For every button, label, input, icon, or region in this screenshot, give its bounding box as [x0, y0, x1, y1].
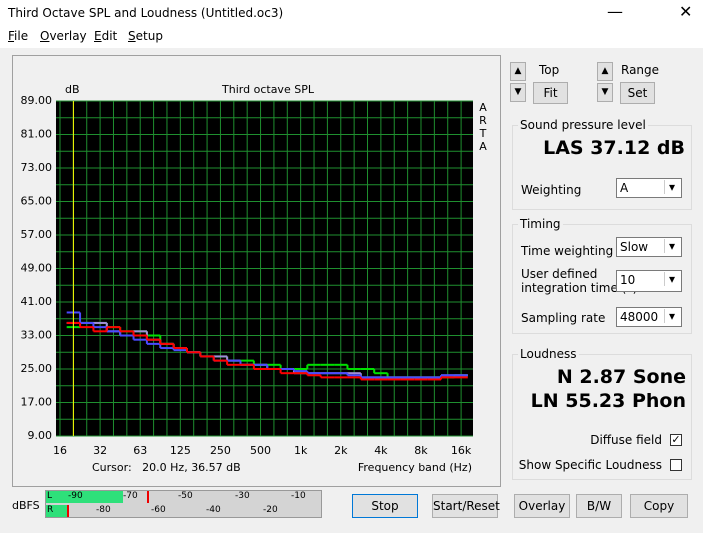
side-label: T — [479, 127, 487, 140]
timing-group — [512, 224, 692, 334]
y-tick-label: 57.00 — [21, 228, 53, 241]
x-tick-label: 8k — [414, 444, 428, 457]
top-label: Top — [539, 63, 560, 77]
meter-level-left — [46, 491, 123, 503]
bw-button[interactable]: B/W — [576, 494, 622, 518]
weighting-label: Weighting — [521, 183, 582, 197]
specific-label: Show Specific Loudness — [518, 458, 662, 472]
meter-tick-label: -60 — [151, 505, 166, 515]
x-tick-label: 500 — [250, 444, 271, 457]
meter-tick-label: L — [47, 491, 53, 501]
x-tick-label: 16k — [451, 444, 472, 457]
range-up[interactable]: ▲ — [597, 62, 613, 81]
x-tick-label: 16 — [53, 444, 67, 457]
menu-bar — [0, 26, 703, 48]
side-label: A — [479, 101, 487, 114]
y-tick-label: 73.00 — [21, 161, 53, 174]
side-label: A — [479, 140, 487, 153]
integration-label: integration time (s) — [521, 281, 638, 295]
range-label: Range — [621, 63, 660, 77]
weighting-select[interactable]: A — [616, 178, 682, 198]
time-weighting-label: Time weighting — [521, 244, 614, 258]
meter-peak-left — [147, 491, 149, 503]
x-tick-label: 250 — [210, 444, 231, 457]
x-axis-label: Frequency band (Hz) — [358, 461, 472, 474]
set-button[interactable]: Set — [620, 82, 655, 104]
menu-item[interactable]: Setup — [128, 29, 163, 43]
fit-button[interactable]: Fit — [533, 82, 568, 104]
integration-label: User defined — [521, 267, 598, 281]
y-axis-label: dB — [65, 83, 80, 96]
meter-tick-label: -40 — [206, 505, 221, 515]
top-down[interactable]: ▼ — [510, 83, 526, 102]
range-down[interactable]: ▼ — [597, 83, 613, 102]
loudness-group — [512, 354, 692, 480]
x-tick-label: 63 — [133, 444, 147, 457]
start-reset-button[interactable]: Start/Reset — [432, 494, 500, 518]
group-title: Sound pressure level — [518, 118, 648, 132]
x-tick-label: 2k — [334, 444, 348, 457]
menu-item[interactable]: File — [8, 29, 29, 43]
top-up[interactable]: ▲ — [510, 62, 526, 81]
group-title: Loudness — [518, 347, 579, 361]
y-tick-label: 25.00 — [21, 362, 53, 375]
meter-tick-label: -50 — [178, 491, 193, 501]
y-tick-label: 49.00 — [21, 262, 53, 275]
y-tick-label: 89.00 — [21, 94, 53, 107]
title-bar — [0, 0, 703, 26]
loudness-ln: LN 55.23 Phon — [530, 390, 686, 412]
meter-tick-label: -10 — [291, 491, 306, 501]
meter-level-right — [46, 505, 67, 517]
y-tick-label: 81.00 — [21, 128, 53, 141]
diffuse-label: Diffuse field — [590, 433, 662, 447]
minimize[interactable]: — — [607, 2, 623, 21]
x-tick-label: 125 — [170, 444, 191, 457]
group-title: Timing — [518, 217, 563, 231]
chart: dB Third octave SPL Cursor: 20.0 Hz, 36.… — [12, 55, 501, 487]
chart-title: Third octave SPL — [221, 83, 315, 96]
meter-label: dBFS — [12, 499, 40, 512]
y-tick-label: 65.00 — [21, 195, 53, 208]
meter-tick-label: -70 — [123, 491, 138, 501]
overlay-button[interactable]: Overlay — [514, 494, 570, 518]
y-tick-label: 9.00 — [28, 429, 53, 442]
cursor-readout: Cursor: 20.0 Hz, 36.57 dB — [92, 461, 241, 474]
meter-tick-label: -20 — [263, 505, 278, 515]
loudness-n: N 2.87 Sone — [556, 366, 686, 388]
window-title: Third Octave SPL and Loudness (Untitled.… — [8, 6, 284, 20]
x-tick-label: 1k — [294, 444, 308, 457]
sampling-label: Sampling rate — [521, 311, 606, 325]
x-tick-label: 32 — [93, 444, 107, 457]
menu-item[interactable]: Edit — [94, 29, 118, 43]
x-tick-label: 4k — [374, 444, 388, 457]
stop-button[interactable]: Stop — [352, 494, 418, 518]
meter-tick-label: -80 — [96, 505, 111, 515]
close[interactable]: ✕ — [679, 2, 693, 21]
sampling-select[interactable]: 48000 — [616, 307, 682, 327]
y-tick-label: 33.00 — [21, 329, 53, 342]
meter-peak-right — [67, 505, 69, 517]
menu-item[interactable]: Overlay — [40, 29, 87, 43]
specific-checkbox[interactable] — [670, 459, 682, 471]
time-weighting-select[interactable]: Slow — [616, 237, 682, 257]
y-tick-label: 41.00 — [21, 295, 53, 308]
meter-tick-label: -30 — [235, 491, 250, 501]
copy-button[interactable]: Copy — [630, 494, 688, 518]
spl-reading: LAS 37.12 dB — [543, 137, 685, 159]
meter-tick-label: R — [47, 505, 54, 515]
diffuse-checkbox[interactable]: ✓ — [670, 433, 682, 446]
y-tick-label: 17.00 — [21, 396, 53, 409]
integration-input[interactable]: 10 — [616, 270, 682, 292]
side-label: R — [479, 114, 487, 127]
meter-tick-label: -90 — [68, 491, 83, 501]
